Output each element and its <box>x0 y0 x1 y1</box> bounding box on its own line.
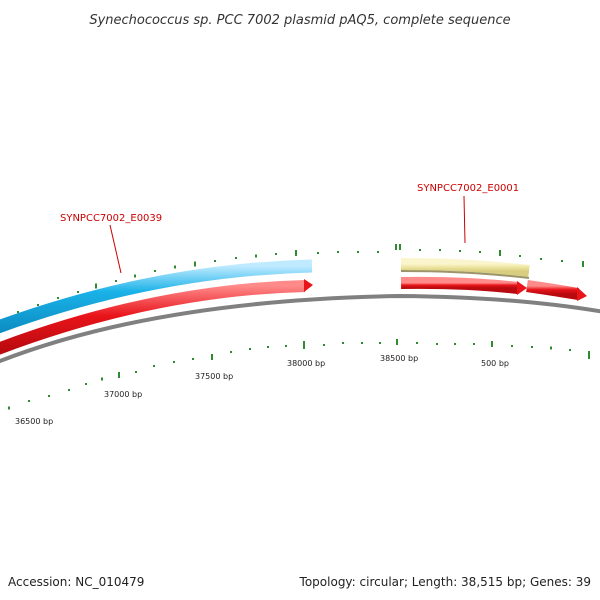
tick-label-500: 500 bp <box>481 359 509 368</box>
accession-label: Accession: NC_010479 <box>8 575 144 589</box>
map-title: Synechococcus sp. PCC 7002 plasmid pAQ5,… <box>89 13 510 28</box>
backbone-arc <box>0 293 600 364</box>
cds-arc-e0002[interactable] <box>526 280 580 300</box>
gene-label-line-e0001 <box>463 195 466 244</box>
cds-arrowhead-e0001 <box>517 281 527 295</box>
tick-label-37500: 37500 bp <box>195 372 233 381</box>
tick-label-37000: 37000 bp <box>104 390 142 399</box>
tick-label-38500: 38500 bp <box>380 354 418 363</box>
tick-label-36500: 36500 bp <box>15 417 53 426</box>
inner-scale-ticks <box>8 339 590 410</box>
cds-arc-e0039[interactable] <box>0 280 306 355</box>
tick-label-38000: 38000 bp <box>287 359 325 368</box>
gene-arc-e0039[interactable] <box>0 259 313 334</box>
outer-gc-ticks <box>17 244 584 313</box>
gene-label-e0039[interactable]: SYNPCC7002_E0039 <box>60 213 162 224</box>
cds-arrowhead-e0039 <box>304 279 313 292</box>
cds-arrowhead-e0002 <box>577 287 587 301</box>
cds-arc-e0001[interactable] <box>400 276 519 294</box>
gene-underline-e0001 <box>400 270 530 279</box>
gene-label-line-e0039 <box>109 224 122 274</box>
summary-label: Topology: circular; Length: 38,515 bp; G… <box>299 575 591 589</box>
gene-label-e0001[interactable]: SYNPCC7002_E0001 <box>417 183 519 194</box>
gene-arc-e0001[interactable] <box>400 258 530 277</box>
